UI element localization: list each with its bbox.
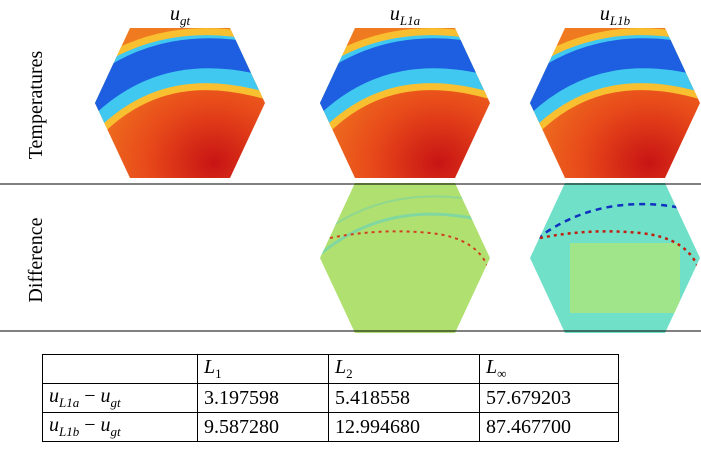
- difference-image: [520, 183, 701, 333]
- cell: L2: [328, 354, 480, 384]
- row-label: Temperatures: [25, 51, 47, 160]
- error-table: L1 L2 L∞ uL1a − ugt 3.197598 5.418558 57…: [42, 354, 619, 442]
- cell: 9.587280: [197, 412, 329, 442]
- temperature-image: [310, 28, 510, 178]
- column-header: uL1b: [600, 3, 631, 28]
- table-row: uL1b − ugt 9.587280 12.994680 87.467700: [42, 412, 619, 442]
- row-label: Difference: [25, 217, 47, 302]
- cell: 5.418558: [328, 383, 480, 413]
- cell: 87.467700: [479, 412, 619, 442]
- cell: 57.679203: [479, 383, 619, 413]
- cell: L1: [197, 354, 329, 384]
- table-row: uL1a − ugt 3.197598 5.418558 57.679203: [42, 383, 619, 413]
- row-label: uL1a − ugt: [42, 383, 198, 413]
- cell: [42, 354, 198, 384]
- cell: L∞: [479, 354, 619, 384]
- column-header: ugt: [170, 3, 191, 28]
- cell: 12.994680: [328, 412, 480, 442]
- figure: ugt uL1a uL1b Temperatures Difference: [0, 0, 701, 350]
- row-label: uL1b − ugt: [42, 412, 198, 442]
- table-header: L1 L2 L∞: [42, 354, 619, 384]
- difference-image: [310, 183, 510, 333]
- temperature-image: [85, 28, 285, 178]
- cell: 3.197598: [197, 383, 329, 413]
- temperature-image: [520, 28, 701, 178]
- column-header: uL1a: [390, 3, 421, 28]
